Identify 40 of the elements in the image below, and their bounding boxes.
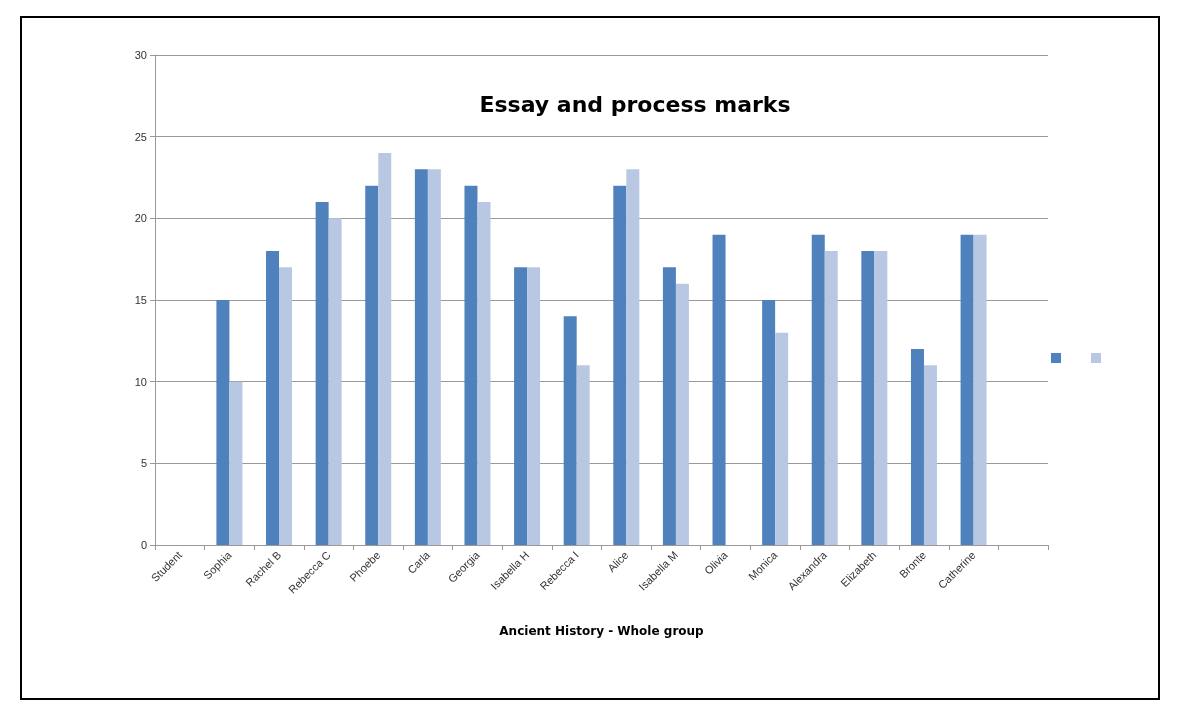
bar — [923, 365, 937, 545]
bar — [626, 169, 640, 545]
y-tick-label: 0 — [140, 539, 147, 551]
bar — [414, 169, 428, 545]
bar — [328, 218, 342, 545]
bar — [365, 185, 379, 545]
bar — [824, 251, 838, 545]
y-tick-label: 5 — [140, 457, 147, 470]
bar — [527, 267, 541, 545]
bar — [973, 234, 987, 545]
y-tick-label: 30 — [134, 49, 147, 61]
y-tick-label: 15 — [134, 294, 147, 306]
bar — [811, 234, 825, 545]
bar — [464, 185, 478, 545]
bar — [216, 300, 230, 545]
bar — [315, 202, 329, 545]
bar — [861, 251, 875, 545]
bar — [576, 365, 590, 545]
bar — [514, 267, 528, 545]
bar — [266, 251, 280, 545]
bar — [910, 349, 924, 545]
y-tick-label: 10 — [134, 375, 147, 388]
bar — [563, 316, 577, 545]
bar — [477, 202, 491, 545]
bar — [675, 283, 689, 545]
bar — [874, 251, 888, 545]
bar — [712, 234, 726, 545]
bar — [762, 300, 776, 545]
text: Essay and process marks — [479, 91, 791, 117]
bar — [229, 381, 243, 545]
bar — [378, 153, 392, 545]
bar — [427, 169, 441, 545]
bar — [960, 234, 974, 545]
bar — [613, 185, 627, 545]
y-tick-label: 20 — [134, 212, 147, 225]
bar — [662, 267, 676, 545]
bar — [279, 267, 293, 545]
y-tick-label: 25 — [134, 130, 147, 143]
bar — [775, 332, 789, 545]
x-axis-title: Ancient History - Whole group — [499, 624, 705, 638]
